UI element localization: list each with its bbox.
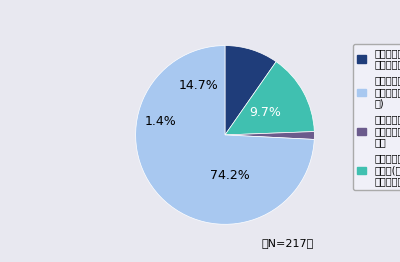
Text: 74.2%: 74.2%	[210, 169, 249, 182]
Text: （N=217）: （N=217）	[262, 238, 314, 248]
Text: 1.4%: 1.4%	[145, 115, 176, 128]
Legend: 自社で障害者を雇用、か
つ特例子会社でも雇用, 自社で障害者を雇用(か
つ特例子会社を持たな
い), 自社で障害者を雇用して
いないが、特例子会社で
雇用, 自: 自社で障害者を雇用、か つ特例子会社でも雇用, 自社で障害者を雇用(か つ特例子…	[353, 44, 400, 190]
Wedge shape	[225, 132, 314, 139]
Wedge shape	[225, 46, 276, 135]
Wedge shape	[225, 62, 314, 135]
Wedge shape	[136, 46, 314, 224]
Text: 14.7%: 14.7%	[178, 79, 218, 92]
Text: 9.7%: 9.7%	[249, 106, 281, 119]
